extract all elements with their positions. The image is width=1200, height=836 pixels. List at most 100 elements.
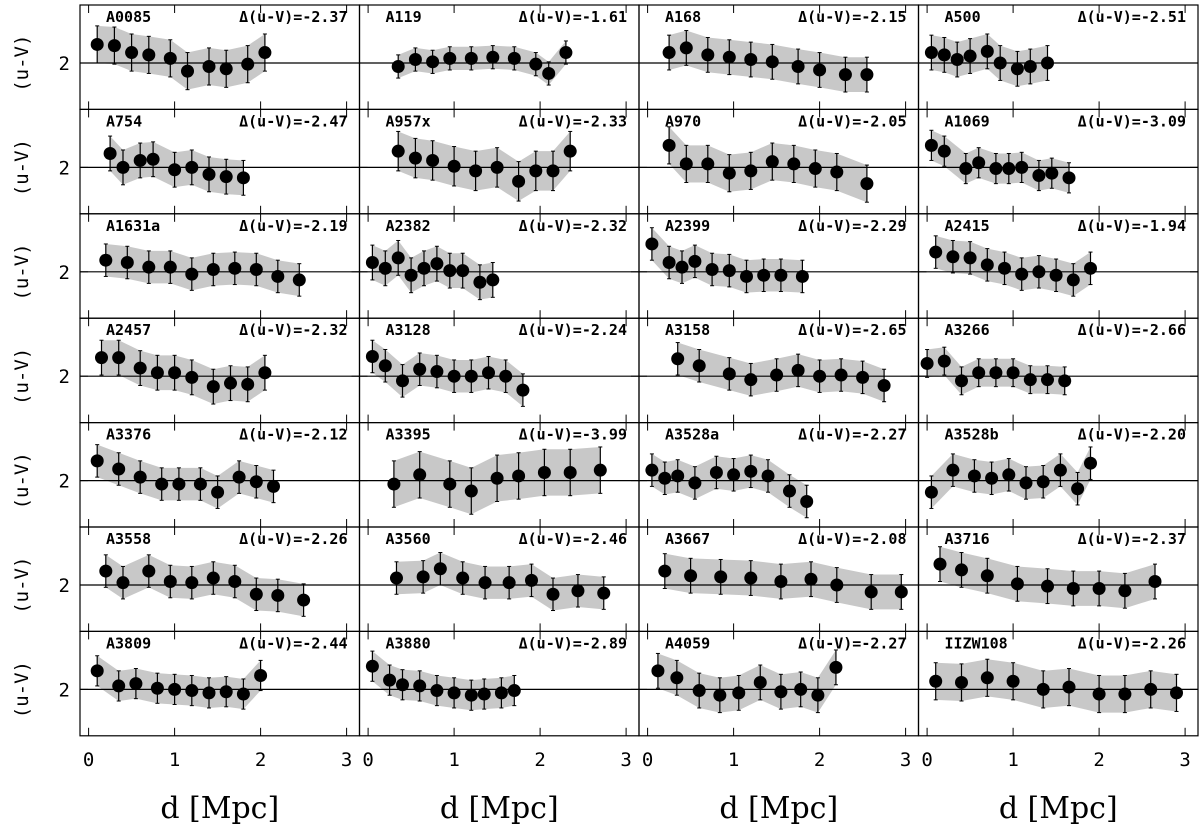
y-tick-label: 2 bbox=[59, 262, 70, 284]
data-point bbox=[150, 366, 164, 380]
data-point bbox=[571, 584, 585, 598]
panel-annotation: Δ(u-V)=-2.12 bbox=[239, 426, 347, 444]
data-point bbox=[142, 260, 156, 274]
y-axis-label: (u-V) bbox=[11, 139, 33, 196]
data-point bbox=[679, 41, 693, 55]
data-point bbox=[142, 48, 156, 62]
panel-title: A3376 bbox=[106, 426, 151, 444]
data-point bbox=[563, 465, 577, 479]
data-point bbox=[924, 138, 938, 152]
data-point bbox=[985, 471, 999, 485]
data-point bbox=[671, 469, 685, 483]
panel-title: A3560 bbox=[386, 530, 431, 548]
x-tick-label: 2 bbox=[1093, 749, 1104, 771]
data-point bbox=[804, 572, 818, 586]
data-point bbox=[1041, 373, 1054, 387]
data-point bbox=[383, 673, 397, 687]
data-point bbox=[202, 59, 216, 73]
data-point bbox=[129, 677, 143, 691]
data-point bbox=[980, 44, 994, 58]
data-point bbox=[447, 686, 461, 700]
data-point bbox=[559, 46, 573, 60]
data-point bbox=[593, 463, 607, 477]
scatter-band bbox=[935, 235, 1091, 297]
panel-title: A754 bbox=[106, 112, 142, 130]
data-point bbox=[744, 571, 758, 585]
data-point bbox=[675, 260, 689, 274]
data-point bbox=[211, 485, 225, 499]
y-tick-label: 2 bbox=[59, 157, 70, 179]
data-point bbox=[408, 151, 422, 165]
data-point bbox=[722, 264, 736, 278]
y-tick-label: 2 bbox=[59, 575, 70, 597]
data-point bbox=[894, 585, 908, 599]
data-point bbox=[1148, 575, 1162, 589]
data-point bbox=[980, 671, 994, 685]
data-point bbox=[185, 576, 199, 590]
data-point bbox=[254, 668, 268, 682]
data-point bbox=[670, 671, 684, 685]
data-point bbox=[1015, 267, 1029, 281]
data-point bbox=[1071, 482, 1085, 496]
data-point bbox=[185, 160, 199, 174]
data-point bbox=[249, 262, 263, 276]
panel-title: A119 bbox=[386, 8, 422, 26]
data-point bbox=[1170, 686, 1183, 700]
data-point bbox=[744, 53, 758, 67]
data-point bbox=[1002, 468, 1016, 482]
data-point bbox=[1036, 682, 1050, 696]
scatter-band bbox=[97, 655, 261, 710]
data-point bbox=[241, 377, 255, 391]
data-point bbox=[512, 174, 526, 188]
data-point bbox=[546, 164, 560, 178]
x-tick-label: 1 bbox=[728, 749, 739, 771]
data-point bbox=[1144, 682, 1158, 696]
data-point bbox=[378, 261, 392, 275]
panel-title: A3809 bbox=[106, 634, 151, 652]
data-point bbox=[150, 681, 164, 695]
data-point bbox=[662, 256, 676, 270]
data-point bbox=[99, 564, 113, 578]
data-point bbox=[271, 269, 285, 283]
data-point bbox=[705, 262, 719, 276]
data-point bbox=[959, 162, 973, 176]
panel-annotation: Δ(u-V)=-1.94 bbox=[1078, 217, 1186, 235]
data-point bbox=[249, 475, 263, 489]
data-point bbox=[972, 156, 986, 170]
data-point bbox=[456, 571, 470, 585]
data-point bbox=[671, 352, 685, 366]
data-point bbox=[482, 366, 495, 380]
data-point bbox=[90, 37, 104, 51]
data-point bbox=[688, 254, 702, 268]
data-point bbox=[206, 380, 220, 394]
data-point bbox=[537, 465, 551, 479]
data-point bbox=[800, 494, 814, 508]
data-point bbox=[937, 354, 951, 368]
panel-annotation: Δ(u-V)=-2.27 bbox=[798, 634, 906, 652]
data-point bbox=[478, 576, 492, 590]
y-tick-label: 2 bbox=[59, 366, 70, 388]
data-point bbox=[443, 477, 457, 491]
data-point bbox=[146, 152, 160, 166]
data-point bbox=[443, 51, 457, 65]
data-point bbox=[90, 664, 104, 678]
data-point bbox=[241, 57, 255, 71]
data-point bbox=[933, 557, 947, 571]
data-point bbox=[430, 257, 444, 271]
data-point bbox=[1019, 476, 1033, 490]
data-point bbox=[219, 170, 233, 184]
data-point bbox=[507, 684, 521, 698]
data-point bbox=[430, 365, 444, 379]
data-point bbox=[529, 57, 543, 71]
data-point bbox=[955, 675, 968, 689]
data-point bbox=[1023, 373, 1037, 387]
panel-annotation: Δ(u-V)=-2.26 bbox=[239, 530, 347, 548]
panel-annotation: Δ(u-V)=-2.29 bbox=[798, 217, 906, 235]
data-point bbox=[1006, 674, 1020, 688]
data-point bbox=[813, 369, 827, 383]
data-point bbox=[1058, 374, 1072, 388]
data-point bbox=[929, 245, 943, 259]
data-point bbox=[236, 171, 250, 185]
panel-annotation: Δ(u-V)=-2.33 bbox=[519, 112, 627, 130]
data-point bbox=[206, 571, 220, 585]
